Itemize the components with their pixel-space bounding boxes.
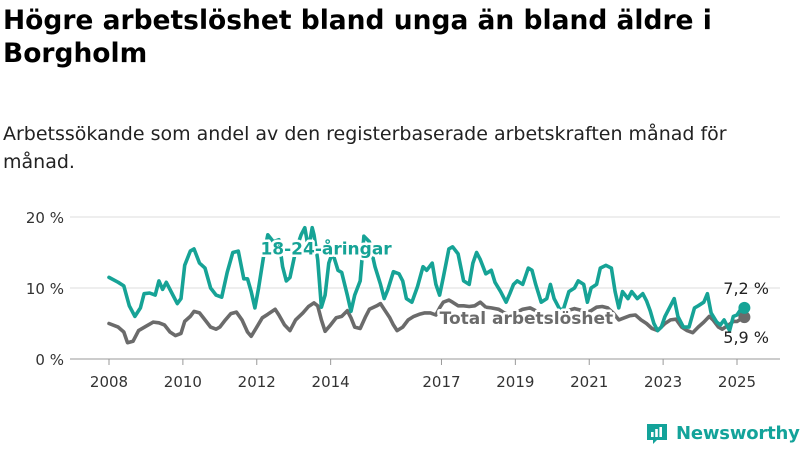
y-tick-label: 0 %: [35, 351, 64, 369]
x-tick-label: 2019: [496, 373, 534, 391]
x-tick-label: 2012: [238, 373, 276, 391]
grid-lines: [70, 216, 780, 360]
series-label-halo: 18-24-åringar: [260, 238, 392, 260]
series-label-total: Total arbetslöshet: [440, 309, 614, 329]
y-tick-label: 20 %: [26, 209, 64, 227]
series-label-halo: Total arbetslöshet: [440, 309, 614, 329]
x-tick-label: 2017: [422, 373, 460, 391]
chart-title: Högre arbetslöshet bland unga än bland ä…: [3, 5, 712, 69]
series-label-youth: 18-24-åringar: [260, 238, 392, 260]
series-line-total: [107, 298, 747, 345]
end-point-total: [738, 311, 751, 324]
y-tick-label: 10 %: [26, 280, 64, 298]
x-tick-label: 2025: [718, 373, 756, 391]
brand-logo: Newsworthy: [645, 420, 800, 446]
x-tick-label: 2008: [90, 373, 128, 391]
x-axis-ticks: 2008 2010 2012 2014 2017 2019 2021 2023 2025: [90, 359, 756, 391]
newsworthy-logo-icon: [647, 424, 667, 444]
chart-subtitle: Arbetssökande som andel av den registerb…: [3, 123, 727, 173]
end-label-total: 5,9 %: [723, 328, 769, 347]
x-tick-label: 2021: [570, 373, 608, 391]
end-point-youth: [738, 301, 751, 314]
x-tick-label: 2014: [312, 373, 350, 391]
x-tick-label: 2023: [644, 373, 682, 391]
series-line-youth: [107, 225, 747, 333]
brand-name: Newsworthy: [676, 422, 800, 444]
series-lines: [107, 225, 751, 345]
end-label-youth: 7,2 %: [723, 279, 769, 298]
y-axis-ticks: 0 % 10 % 20 %: [26, 209, 64, 369]
x-tick-label: 2010: [164, 373, 202, 391]
